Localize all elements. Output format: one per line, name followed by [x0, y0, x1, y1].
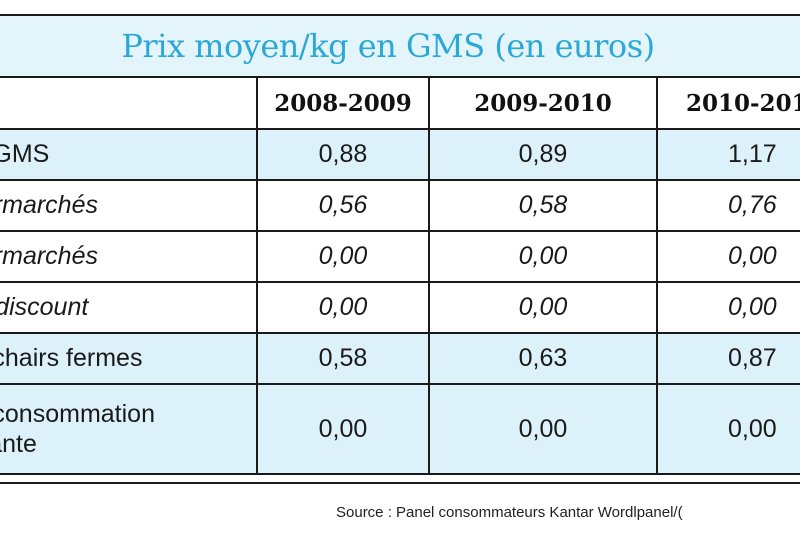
table-body: al GMS0,880,891,17permarchés0,560,580,76… — [0, 128, 800, 475]
table-cell-3: 1,17 — [656, 128, 800, 181]
table-cell-3: 0,87 — [656, 332, 800, 385]
table-cell-3: 0,00 — [656, 383, 800, 475]
table-cell-2: 0,00 — [428, 230, 658, 283]
table-cell-2: 0,00 — [428, 383, 658, 475]
table-cell-1: 0,00 — [256, 383, 430, 475]
header-2008-2009: 2008-2009 — [256, 76, 430, 130]
header-2010-2011: 2010-201 — [656, 76, 800, 130]
header-empty — [0, 76, 258, 130]
row-label: rd discount — [0, 281, 258, 334]
table-cell-1: 0,00 — [256, 281, 430, 334]
table-cell-1: 0,00 — [256, 230, 430, 283]
table-cell-2: 0,63 — [428, 332, 658, 385]
table-cell-1: 0,58 — [256, 332, 430, 385]
table-frame: Prix moyen/kg en GMS (en euros) — [0, 14, 800, 484]
row-label: al GMS — [0, 128, 258, 181]
row-label: al chairs fermes — [0, 332, 258, 385]
table-row: al chairs fermes 0,580,630,87 — [0, 332, 800, 385]
source-note: Source : Panel consommateurs Kantar Word… — [336, 504, 683, 521]
row-label-text: rd discount — [0, 293, 89, 321]
table-cell-3: 0,00 — [656, 230, 800, 283]
row-label-text: al consommation urante — [0, 400, 155, 458]
row-label-text: al chairs fermes — [1, 344, 143, 372]
header-row: 2008-2009 2009-2010 2010-201 — [0, 76, 800, 130]
row-label: al consommation urante — [0, 383, 258, 475]
title-band: Prix moyen/kg en GMS (en euros) — [0, 16, 800, 78]
price-table: 2008-2009 2009-2010 2010-201 al GMS0,880… — [0, 76, 800, 475]
header-2009-2010: 2009-2010 — [428, 76, 658, 130]
table-row: permarchés 0,560,580,76 — [0, 179, 800, 232]
table-row: al consommation urante0,000,000,00 — [0, 383, 800, 475]
table-row: al GMS 0,880,891,17 — [0, 128, 800, 181]
row-label-text: permarchés — [1, 191, 98, 219]
row-label: permarchés — [0, 230, 258, 283]
row-label-text: permarchés — [1, 242, 98, 270]
table-cell-3: 0,76 — [656, 179, 800, 232]
table-cell-1: 0,88 — [256, 128, 430, 181]
table-cell-3: 0,00 — [656, 281, 800, 334]
row-label: permarchés — [0, 179, 258, 232]
table-cell-2: 0,58 — [428, 179, 658, 232]
table-title: Prix moyen/kg en GMS (en euros) — [121, 27, 655, 65]
table-cell-1: 0,56 — [256, 179, 430, 232]
row-label-text: al GMS — [1, 140, 50, 168]
table-cell-2: 0,00 — [428, 281, 658, 334]
table-cell-2: 0,89 — [428, 128, 658, 181]
table-row: permarchés0,000,000,00 — [0, 230, 800, 283]
